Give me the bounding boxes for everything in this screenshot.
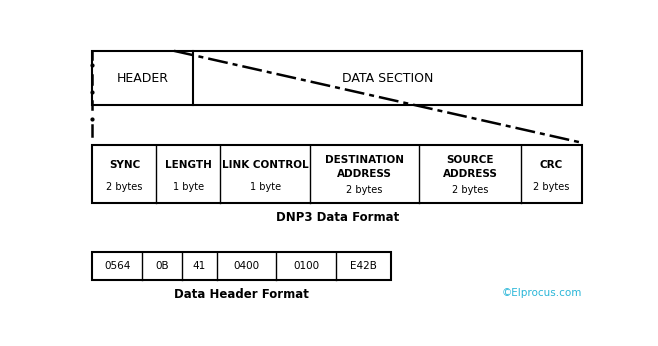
Text: 0B: 0B bbox=[155, 261, 169, 271]
Text: ADDRESS: ADDRESS bbox=[443, 169, 497, 179]
Bar bbox=[92, 252, 391, 280]
Text: 2 bytes: 2 bytes bbox=[534, 182, 570, 192]
Text: 0100: 0100 bbox=[293, 261, 319, 271]
Text: 0564: 0564 bbox=[104, 261, 130, 271]
Text: Data Header Format: Data Header Format bbox=[174, 288, 309, 301]
Text: 41: 41 bbox=[193, 261, 206, 271]
Text: ADDRESS: ADDRESS bbox=[337, 169, 392, 179]
Text: DESTINATION: DESTINATION bbox=[325, 155, 404, 165]
Text: CRC: CRC bbox=[540, 161, 563, 171]
Text: E42B: E42B bbox=[350, 261, 377, 271]
Text: ©Elprocus.com: ©Elprocus.com bbox=[501, 288, 582, 298]
Bar bbox=[92, 51, 582, 106]
Text: LENGTH: LENGTH bbox=[165, 161, 212, 171]
Bar bbox=[92, 145, 582, 203]
Text: HEADER: HEADER bbox=[116, 72, 168, 85]
Text: DATA SECTION: DATA SECTION bbox=[342, 72, 433, 85]
Text: 1 byte: 1 byte bbox=[249, 182, 281, 192]
Text: DNP3 Data Format: DNP3 Data Format bbox=[276, 211, 399, 224]
Text: 2 bytes: 2 bytes bbox=[346, 185, 382, 195]
Text: SYNC: SYNC bbox=[109, 161, 140, 171]
Text: 2 bytes: 2 bytes bbox=[452, 185, 488, 195]
Text: 0400: 0400 bbox=[234, 261, 260, 271]
Text: SOURCE: SOURCE bbox=[446, 155, 494, 165]
Text: LINK CONTROL: LINK CONTROL bbox=[222, 161, 309, 171]
Text: 2 bytes: 2 bytes bbox=[106, 182, 143, 192]
Text: 1 byte: 1 byte bbox=[173, 182, 204, 192]
